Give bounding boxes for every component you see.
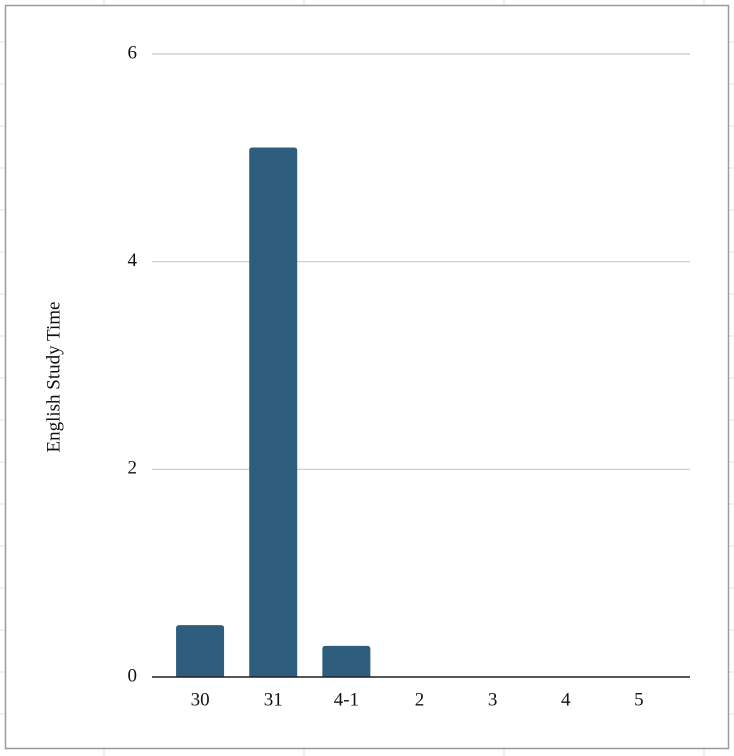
y-axis-label: English Study Time	[43, 302, 64, 453]
bar	[176, 625, 225, 677]
x-tick-label: 2	[415, 689, 425, 710]
y-tick-label: 0	[128, 665, 138, 686]
x-tick-label: 3	[488, 689, 498, 710]
x-tick-label: 31	[264, 689, 283, 710]
chart-frame	[4, 4, 730, 750]
bar	[249, 147, 298, 677]
x-tick-label: 5	[634, 689, 644, 710]
y-tick-label: 2	[128, 458, 138, 479]
x-tick-label: 4	[561, 689, 571, 710]
x-tick-label: 4-1	[334, 689, 359, 710]
y-tick-label: 4	[128, 250, 138, 271]
bar	[322, 645, 371, 677]
x-tick-label: 30	[191, 689, 210, 710]
y-tick-label: 6	[128, 42, 138, 63]
